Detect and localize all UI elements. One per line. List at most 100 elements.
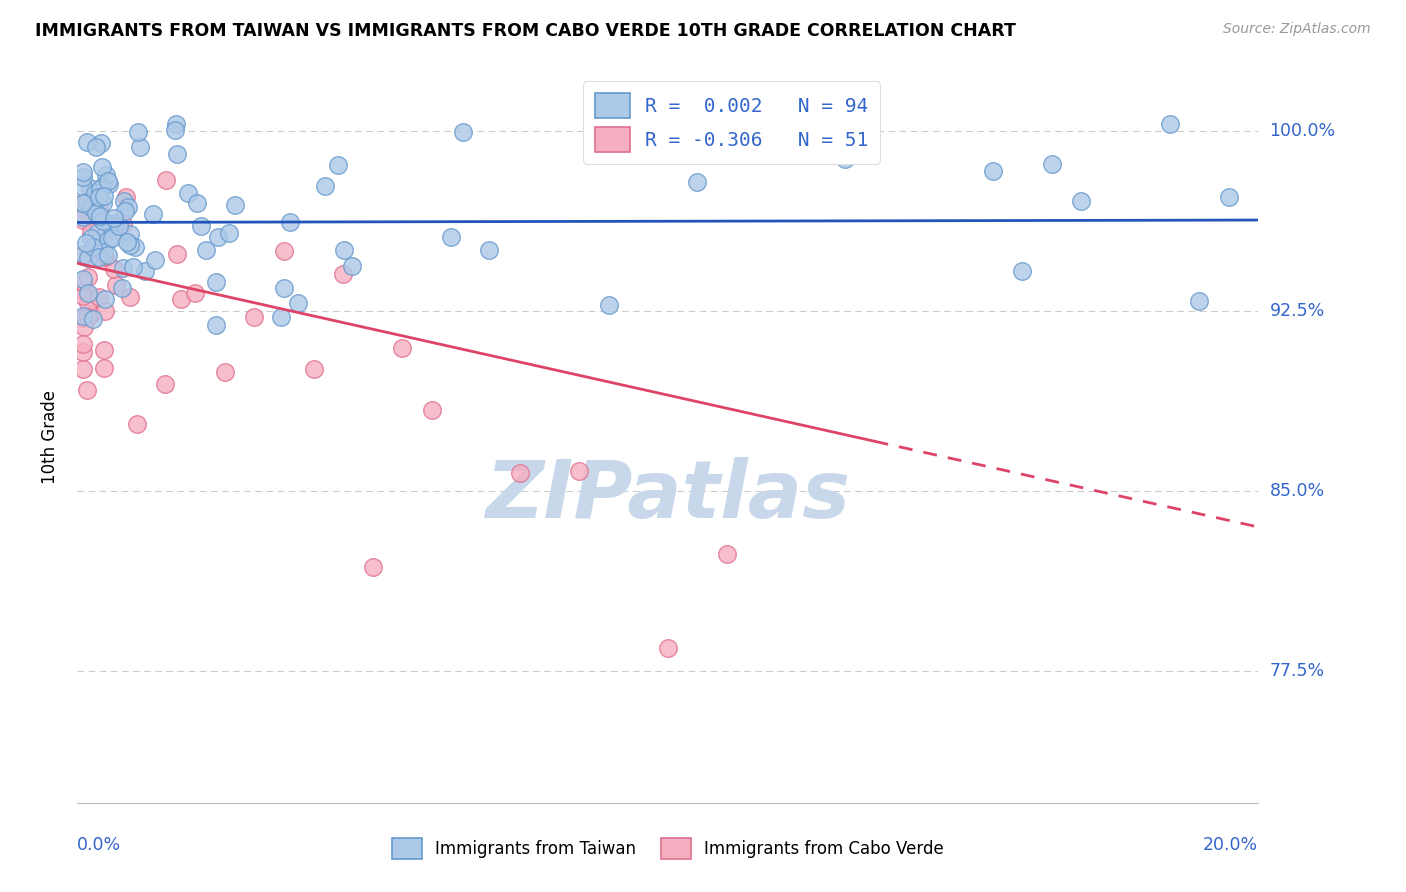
Point <box>72 289 94 303</box>
Point <box>115 235 138 249</box>
Point <box>93 189 115 203</box>
Point <box>115 190 138 204</box>
Point <box>80 225 103 239</box>
Text: ZIPatlas: ZIPatlas <box>485 457 851 534</box>
Text: 100.0%: 100.0% <box>1270 122 1336 140</box>
Point <box>166 147 188 161</box>
Point <box>72 179 94 194</box>
Point <box>214 366 236 380</box>
Text: 85.0%: 85.0% <box>1270 482 1324 500</box>
Point <box>478 244 501 258</box>
Point <box>105 277 128 292</box>
Point <box>177 186 200 201</box>
Point <box>103 262 125 277</box>
Point <box>97 174 120 188</box>
Point <box>981 163 1004 178</box>
Point <box>166 247 188 261</box>
Point <box>170 292 193 306</box>
Point <box>453 125 475 139</box>
Point <box>73 284 96 298</box>
Point <box>91 180 114 194</box>
Point <box>302 361 325 376</box>
Point <box>80 307 103 321</box>
Point <box>72 337 94 351</box>
Point <box>89 189 111 203</box>
Point <box>76 135 98 149</box>
Point <box>190 219 212 234</box>
Point <box>77 285 100 300</box>
Point <box>127 125 149 139</box>
Text: IMMIGRANTS FROM TAIWAN VS IMMIGRANTS FROM CABO VERDE 10TH GRADE CORRELATION CHAR: IMMIGRANTS FROM TAIWAN VS IMMIGRANTS FRO… <box>35 22 1017 40</box>
Point <box>72 246 94 260</box>
Point <box>112 261 135 276</box>
Point <box>94 168 117 182</box>
Point <box>72 197 94 211</box>
Point <box>184 285 207 300</box>
Point <box>117 201 139 215</box>
Point <box>332 267 354 281</box>
Point <box>94 226 117 240</box>
Point <box>314 178 336 193</box>
Point <box>72 344 94 359</box>
Point <box>89 250 111 264</box>
Point <box>97 234 120 248</box>
Point <box>1159 117 1181 131</box>
Point <box>76 194 98 209</box>
Point <box>104 216 127 230</box>
Point <box>218 226 240 240</box>
Point <box>205 275 228 289</box>
Point <box>72 196 94 211</box>
Point <box>82 312 104 326</box>
Point <box>114 204 136 219</box>
Point <box>87 290 110 304</box>
Point <box>270 310 292 324</box>
Point <box>76 383 98 397</box>
Point <box>143 252 166 267</box>
Point <box>77 269 100 284</box>
Point <box>93 245 115 260</box>
Point <box>75 235 97 250</box>
Point <box>166 117 188 131</box>
Point <box>72 210 94 224</box>
Point <box>80 231 103 245</box>
Point <box>1188 294 1211 309</box>
Point <box>287 296 309 310</box>
Point <box>72 195 94 210</box>
Point <box>84 140 107 154</box>
Text: 92.5%: 92.5% <box>1270 302 1324 320</box>
Point <box>84 199 107 213</box>
Point <box>118 238 141 252</box>
Point <box>155 173 177 187</box>
Point <box>834 152 856 166</box>
Point <box>89 209 111 223</box>
Legend: Immigrants from Taiwan, Immigrants from Cabo Verde: Immigrants from Taiwan, Immigrants from … <box>384 830 952 868</box>
Text: Source: ZipAtlas.com: Source: ZipAtlas.com <box>1223 22 1371 37</box>
Point <box>98 219 121 233</box>
Point <box>342 259 364 273</box>
Point <box>273 244 295 258</box>
Text: 20.0%: 20.0% <box>1204 836 1258 854</box>
Point <box>98 177 121 191</box>
Point <box>141 207 163 221</box>
Point <box>72 208 94 222</box>
Point <box>89 199 111 213</box>
Point <box>72 213 94 227</box>
Point <box>273 281 295 295</box>
Point <box>224 198 246 212</box>
Point <box>361 559 384 574</box>
Point <box>509 466 531 480</box>
Point <box>420 402 443 417</box>
Point <box>686 176 709 190</box>
Point <box>125 417 148 431</box>
Point <box>108 219 131 234</box>
Point <box>94 251 117 265</box>
Point <box>79 181 101 195</box>
Point <box>90 136 112 150</box>
Point <box>91 160 114 174</box>
Point <box>94 292 117 306</box>
Point <box>120 227 142 241</box>
Point <box>72 276 94 290</box>
Point <box>77 251 100 265</box>
Point <box>86 206 108 220</box>
Text: 0.0%: 0.0% <box>77 836 121 854</box>
